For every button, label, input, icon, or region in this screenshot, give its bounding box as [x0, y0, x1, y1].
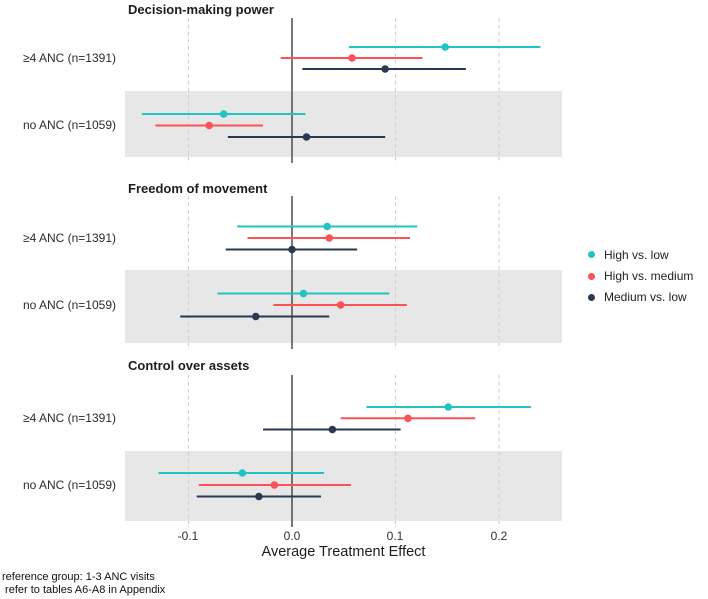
point-estimate [325, 234, 334, 242]
group-label-anc4-panel2: ≥4 ANC (n=1391) [23, 231, 116, 245]
legend-label-high-vs-low: High vs. low [604, 247, 669, 262]
point-estimate [205, 121, 213, 130]
legend-label-high-vs-medium: High vs. medium [604, 269, 694, 284]
x-tick-0_0: 0.0 [283, 529, 301, 543]
legend-dot-high-vs-medium-icon [588, 272, 595, 280]
point-estimate [251, 312, 260, 321]
point-estimate [328, 425, 337, 434]
x-tick-neg0_1: -0.1 [177, 529, 199, 543]
x-tick-0_1: 0.1 [386, 529, 404, 543]
shaded-row-band [125, 91, 562, 157]
group-label-anc4-panel1: ≥4 ANC (n=1391) [23, 51, 116, 65]
legend-item-medium-vs-low: Medium vs. low [588, 287, 693, 308]
point-estimate [238, 469, 247, 477]
panel-title-decision-making-power: Decision-making power [128, 2, 274, 17]
legend-dot-high-vs-low-icon [588, 251, 595, 259]
point-estimate [219, 110, 228, 118]
point-estimate [381, 65, 389, 73]
point-estimate [348, 54, 356, 62]
point-estimate [323, 222, 331, 231]
x-tick-0_2: 0.2 [490, 529, 508, 543]
point-estimate [299, 289, 308, 298]
panel-1-graphics [125, 18, 562, 163]
group-label-noanc-panel3: no ANC (n=1059) [22, 478, 116, 492]
point-estimate [404, 414, 412, 423]
point-estimate [288, 245, 296, 254]
panel-2-graphics [125, 196, 562, 349]
group-label-anc4-panel3: ≥4 ANC (n=1391) [23, 411, 116, 425]
legend: High vs. low High vs. medium Medium vs. … [588, 244, 693, 308]
point-estimate [302, 133, 311, 141]
x-axis-title: Average Treatment Effect [261, 544, 426, 560]
group-label-noanc-panel2: no ANC (n=1059) [22, 298, 116, 312]
legend-label-medium-vs-low: Medium vs. low [604, 290, 687, 305]
point-estimate [270, 481, 279, 489]
legend-item-high-vs-medium: High vs. medium [588, 265, 693, 286]
panel-title-control-over-assets: Control over assets [128, 358, 250, 373]
point-estimate [444, 403, 453, 411]
panel-title-freedom-of-movement: Freedom of movement [128, 181, 268, 196]
group-label-noanc-panel1: no ANC (n=1059) [22, 118, 116, 132]
panel-3-graphics [125, 375, 562, 527]
footnote-appendix-tables: refer to tables A6-A8 in Appendix [2, 584, 166, 596]
legend-dot-medium-vs-low-icon [588, 293, 595, 301]
point-estimate [336, 301, 345, 309]
point-estimate [441, 43, 449, 51]
footnote-reference-group: reference group: 1-3 ANC visits [2, 571, 155, 583]
point-estimate [255, 492, 263, 501]
legend-item-high-vs-low: High vs. low [588, 244, 693, 265]
